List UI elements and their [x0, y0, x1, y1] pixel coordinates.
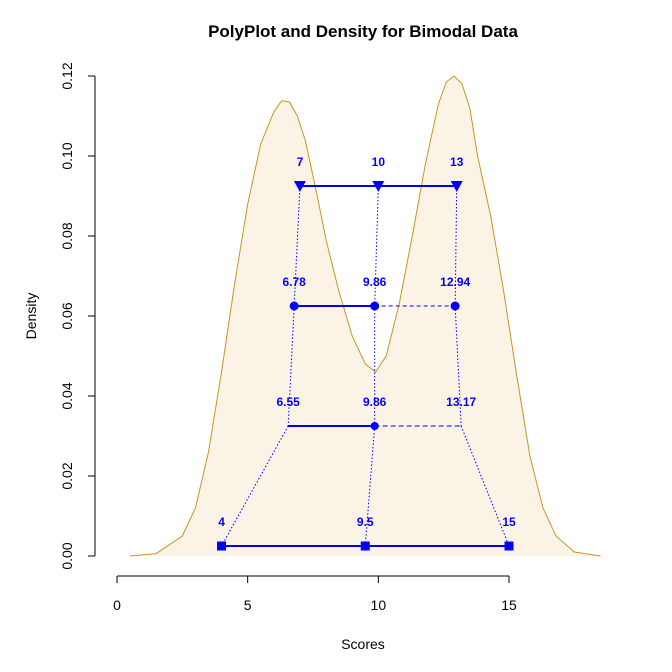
square-marker — [504, 541, 514, 551]
connector-line — [454, 185, 458, 307]
circle-marker — [450, 301, 460, 311]
chart-title: PolyPlot and Density for Bimodal Data — [208, 22, 518, 41]
triangle-marker — [293, 181, 306, 192]
x-tick-label: 5 — [244, 597, 252, 613]
level-value-label: 6.55 — [276, 395, 300, 409]
y-tick-label: 0.02 — [59, 462, 75, 489]
y-tick-label: 0.12 — [59, 62, 75, 89]
connector-line — [454, 305, 462, 427]
x-tick-label: 0 — [113, 597, 121, 613]
y-tick-label: 0.00 — [59, 542, 75, 569]
connector-line — [287, 305, 295, 427]
square-marker — [360, 541, 370, 551]
connector-line — [364, 425, 376, 547]
triangle-marker — [372, 181, 385, 192]
level-value-label: 10 — [372, 155, 386, 169]
level-value-label: 4 — [218, 515, 225, 529]
circle-marker — [289, 301, 299, 311]
connector-line — [460, 425, 510, 547]
level-value-label: 7 — [297, 155, 304, 169]
connector-line — [374, 185, 379, 307]
y-axis-label: Density — [23, 293, 39, 340]
x-tick-label: 10 — [371, 597, 387, 613]
level-value-label: 15 — [502, 515, 516, 529]
circle-marker — [370, 422, 379, 430]
y-tick-label: 0.08 — [59, 222, 75, 249]
x-axis-label: Scores — [341, 636, 385, 652]
connector-line — [293, 185, 301, 307]
y-tick-label: 0.04 — [59, 382, 75, 409]
level-value-label: 13.17 — [446, 395, 476, 409]
density-area — [130, 76, 601, 556]
y-tick-label: 0.06 — [59, 302, 75, 329]
level-value-label: 13 — [450, 155, 464, 169]
x-tick-label: 15 — [501, 597, 517, 613]
level-value-label: 9.5 — [357, 515, 374, 529]
circle-marker — [370, 301, 380, 311]
level-value-label: 6.78 — [283, 275, 307, 289]
level-value-label: 9.86 — [363, 395, 387, 409]
density-line — [130, 75, 601, 557]
triangle-marker — [450, 181, 463, 192]
y-tick-label: 0.10 — [59, 142, 75, 169]
level-value-label: 12.94 — [440, 275, 470, 289]
square-marker — [217, 541, 227, 551]
level-value-label: 9.86 — [363, 275, 387, 289]
plot-area: 0 5 10 15 0.00 0.02 0.04 0.06 0.08 0.10 0.12 7 10 13 6… — [59, 62, 601, 613]
